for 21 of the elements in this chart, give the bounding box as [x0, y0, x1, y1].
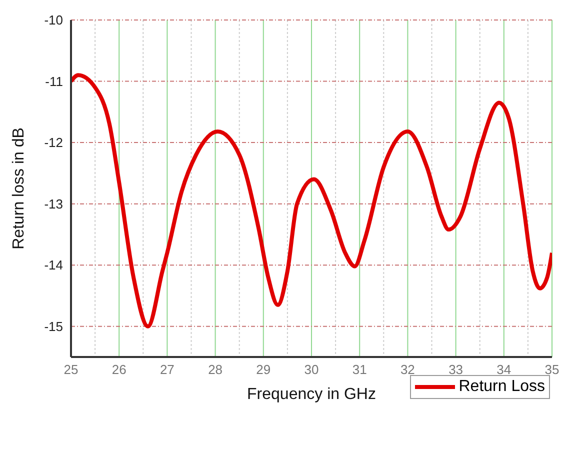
x-tick-label: 26 [112, 362, 126, 378]
y-axis-title: Return loss in dB [10, 128, 28, 250]
x-tick-label: 32 [400, 362, 415, 378]
x-tick-label: 29 [256, 362, 271, 378]
x-tick-label: 30 [304, 362, 319, 378]
y-tick-label: -12 [44, 135, 63, 150]
x-tick-label: 34 [496, 362, 512, 378]
y-tick-label: -10 [44, 12, 63, 28]
legend-label: Return Loss [458, 378, 545, 396]
x-tick-label: 35 [544, 362, 560, 378]
x-tick-label: 28 [208, 362, 223, 378]
line-series [71, 73, 552, 328]
x-axis-title: Frequency in GHz [247, 386, 376, 403]
x-tick-label: 31 [352, 362, 367, 378]
y-tick-label: -15 [44, 318, 63, 334]
y-tick-label: -13 [44, 196, 63, 212]
x-tick-label: 33 [448, 362, 464, 378]
x-tick-label: 25 [64, 362, 78, 378]
y-tick-label: -14 [44, 258, 63, 273]
x-tick-label: 27 [160, 362, 174, 378]
y-tick-label: -11 [45, 74, 63, 89]
